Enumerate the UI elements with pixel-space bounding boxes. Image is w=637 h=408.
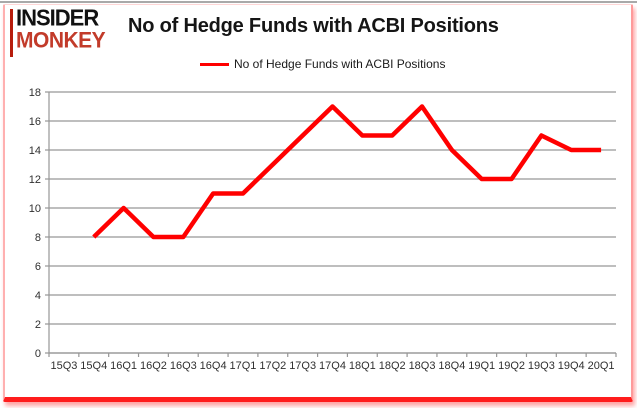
x-tick-label: 17Q3 xyxy=(289,360,316,372)
x-tick-label: 15Q3 xyxy=(50,360,77,372)
legend-label: No of Hedge Funds with ACBI Positions xyxy=(234,57,446,71)
y-tick-label: 8 xyxy=(35,232,41,244)
y-tick-label: 12 xyxy=(29,174,41,186)
x-tick-label: 17Q2 xyxy=(259,360,286,372)
x-tick-label: 16Q4 xyxy=(200,360,227,372)
y-tick-label: 18 xyxy=(29,87,41,99)
x-tick-label: 18Q3 xyxy=(409,360,436,372)
gridlines xyxy=(49,91,616,354)
x-tick-label: 15Q4 xyxy=(80,360,107,372)
x-tick-label: 19Q2 xyxy=(498,360,525,372)
logo-accent-bar xyxy=(10,9,13,57)
y-tick-label: 6 xyxy=(35,261,41,273)
x-tick-label: 18Q2 xyxy=(379,360,406,372)
hedge-funds-series-line xyxy=(92,104,602,240)
x-tick-label: 17Q4 xyxy=(319,360,346,372)
page-title: No of Hedge Funds with ACBI Positions xyxy=(128,15,499,37)
axes-and-ticks xyxy=(45,91,617,357)
y-tick-label: 14 xyxy=(29,145,41,157)
x-tick-label: 19Q4 xyxy=(558,360,585,372)
x-tick-label: 20Q1 xyxy=(588,360,615,372)
chart-legend: No of Hedge Funds with ACBI Positions xyxy=(200,57,445,71)
x-tick-label: 18Q4 xyxy=(438,360,465,372)
insider-monkey-logo: INSIDER MONKEY xyxy=(16,4,106,53)
y-tick-label: 2 xyxy=(35,319,41,331)
brand-word-insider: INSIDER xyxy=(16,4,99,31)
y-tick-label: 16 xyxy=(29,116,41,128)
x-tick-label: 16Q2 xyxy=(140,360,167,372)
x-tick-label: 16Q1 xyxy=(110,360,137,372)
brand-word-monkey: MONKEY xyxy=(16,28,106,53)
y-tick-label: 4 xyxy=(35,290,41,302)
x-tick-label: 19Q1 xyxy=(468,360,495,372)
legend-line-icon xyxy=(200,62,229,66)
x-tick-label: 17Q1 xyxy=(230,360,257,372)
x-tick-label: 19Q3 xyxy=(528,360,555,372)
y-tick-label: 0 xyxy=(35,348,41,360)
top-border-line xyxy=(0,1,637,3)
y-tick-label: 10 xyxy=(29,203,41,215)
x-tick-label: 16Q3 xyxy=(170,360,197,372)
x-tick-label: 18Q1 xyxy=(349,360,376,372)
